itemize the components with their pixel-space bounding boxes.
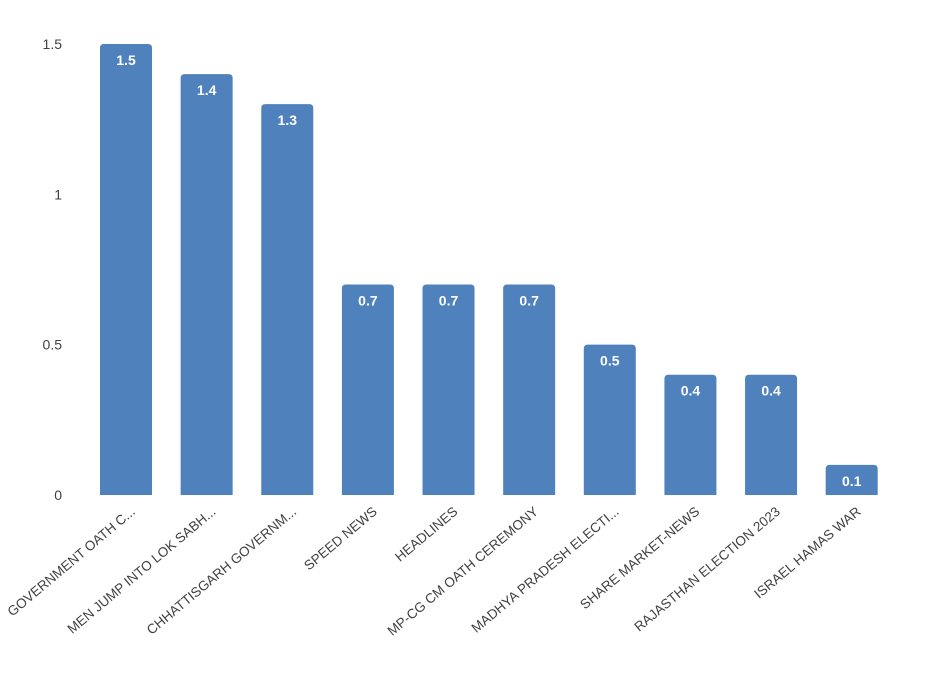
bar bbox=[100, 44, 153, 495]
bar bbox=[503, 284, 556, 495]
x-tick-label: SPEED NEWS bbox=[301, 504, 380, 573]
y-tick-label: 0 bbox=[54, 487, 62, 503]
value-label: 0.4 bbox=[761, 383, 781, 399]
bar bbox=[583, 344, 636, 495]
value-label: 0.7 bbox=[439, 293, 459, 309]
x-tick-label: MADHYA PRADESH ELECTI... bbox=[469, 504, 622, 636]
x-tick-label: GOVERNMENT OATH C... bbox=[5, 504, 138, 619]
value-label: 0.4 bbox=[681, 383, 701, 399]
y-tick-label: 1.5 bbox=[43, 36, 63, 52]
bar bbox=[261, 104, 314, 495]
bar bbox=[825, 464, 878, 495]
x-tick-label: HEADLINES bbox=[392, 504, 460, 565]
bar bbox=[422, 284, 475, 495]
bar bbox=[664, 374, 717, 495]
value-label: 0.7 bbox=[358, 293, 378, 309]
value-label: 1.4 bbox=[197, 82, 217, 98]
bar bbox=[341, 284, 394, 495]
y-tick-label: 0.5 bbox=[43, 337, 63, 353]
x-tick-label: MP-CG CM OATH CEREMONY bbox=[385, 504, 542, 639]
value-label: 1.3 bbox=[278, 112, 298, 128]
y-tick-label: 1 bbox=[54, 186, 62, 202]
value-label: 0.7 bbox=[519, 293, 539, 309]
value-label: 0.1 bbox=[842, 473, 862, 489]
value-label: 1.5 bbox=[116, 52, 136, 68]
x-tick-label: MEN JUMP INTO LOK SABH... bbox=[64, 504, 218, 637]
value-label: 0.5 bbox=[600, 353, 620, 369]
bar bbox=[745, 374, 798, 495]
bar bbox=[180, 74, 233, 496]
x-tick-label: CHHATTISGARH GOVERNM... bbox=[144, 504, 299, 638]
x-tick-label: RAJASTHAN ELECTION 2023 bbox=[631, 504, 783, 635]
